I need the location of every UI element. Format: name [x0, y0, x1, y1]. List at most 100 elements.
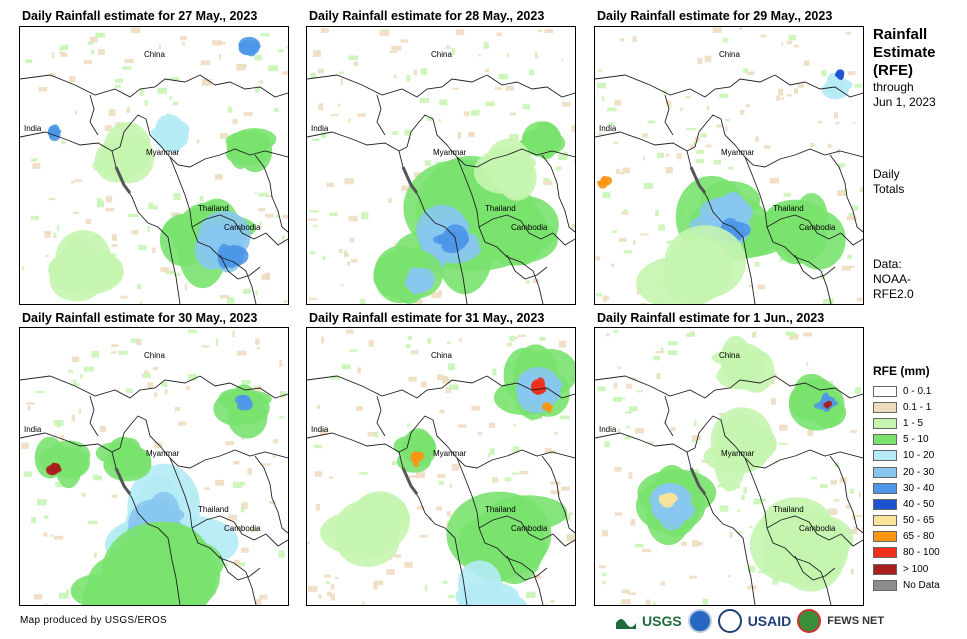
rainfall-speckle: [391, 45, 402, 51]
rainfall-speckle: [282, 71, 288, 75]
rainfall-speckle: [411, 350, 419, 355]
rainfall-speckle: [240, 507, 245, 513]
rainfall-speckle: [719, 412, 726, 416]
rainfall-speckle: [716, 484, 725, 488]
rainfall-speckle: [628, 406, 638, 412]
rainfall-speckle: [741, 494, 745, 500]
legend-swatch: [873, 482, 897, 494]
rainfall-speckle: [613, 330, 619, 333]
rainfall-speckle: [471, 405, 480, 411]
country-border: [541, 455, 575, 534]
title-line-2: Estimate: [873, 44, 936, 61]
rainfall-speckle: [73, 211, 79, 215]
rainfall-speckle: [611, 263, 615, 267]
country-border: [119, 114, 288, 168]
rainfall-speckle: [406, 344, 411, 348]
rainfall-speckle: [165, 270, 175, 275]
legend-label: 80 - 100: [903, 547, 940, 559]
rainfall-area: [238, 130, 273, 173]
map-label-india: India: [311, 425, 329, 434]
rainfall-speckle: [514, 336, 518, 339]
rainfall-speckle: [404, 129, 411, 136]
rainfall-speckle: [647, 120, 656, 124]
rainfall-speckle: [359, 472, 368, 475]
rainfall-speckle: [451, 47, 455, 55]
rainfall-speckle: [142, 373, 151, 378]
rainfall-speckle: [255, 191, 258, 195]
rainfall-map-30-may: China India Myanmar Thailand Cambodia: [19, 327, 289, 606]
rainfall-speckle: [219, 562, 229, 567]
rainfall-speckle: [704, 55, 712, 63]
map-label-thailand: Thailand: [773, 505, 804, 514]
rainfall-speckle: [343, 253, 349, 257]
rainfall-speckle: [667, 350, 678, 355]
rainfall-speckle: [181, 41, 185, 46]
rainfall-speckle: [498, 73, 509, 80]
rainfall-speckle: [452, 87, 460, 90]
rainfall-speckle: [93, 552, 97, 558]
rainfall-speckle: [362, 601, 365, 605]
rainfall-speckle: [745, 104, 750, 108]
country-border: [829, 154, 863, 233]
rainfall-speckle: [329, 476, 334, 479]
rainfall-speckle: [850, 568, 854, 575]
rainfall-speckle: [111, 234, 117, 241]
rainfall-speckle: [653, 355, 660, 361]
rainfall-speckle: [685, 96, 691, 98]
rainfall-speckle: [830, 480, 838, 485]
rainfall-speckle: [104, 125, 112, 132]
rainfall-speckle: [30, 215, 39, 220]
rainfall-speckle: [239, 482, 246, 486]
rainfall-speckle: [668, 341, 678, 346]
rainfall-speckle: [442, 580, 448, 584]
rainfall-speckle: [389, 50, 397, 53]
country-border: [595, 432, 696, 453]
rainfall-speckle: [494, 87, 503, 90]
rainfall-speckle: [368, 340, 374, 347]
rainfall-speckle: [72, 383, 80, 386]
data-label: Data:: [873, 257, 902, 271]
map-label-cambodia: Cambodia: [799, 524, 836, 533]
rainfall-speckle: [455, 29, 465, 36]
rainfall-speckle: [617, 428, 620, 434]
rainfall-speckle: [348, 55, 358, 60]
rainfall-speckle: [655, 351, 665, 353]
rainfall-speckle: [255, 599, 262, 605]
rainfall-speckle: [200, 195, 204, 202]
map-graphic: China India Myanmar Thailand Cambodia: [307, 28, 575, 304]
rainfall-speckle: [619, 38, 625, 42]
rainfall-speckle: [157, 87, 167, 94]
rainfall-speckle: [98, 476, 103, 479]
rainfall-speckle: [250, 527, 259, 532]
rainfall-speckle: [496, 32, 503, 37]
rainfall-speckle: [848, 212, 855, 216]
map-label-myanmar: Myanmar: [721, 148, 755, 157]
rainfall-speckle: [543, 180, 553, 186]
rainfall-speckle: [544, 447, 552, 454]
rainfall-speckle: [839, 167, 842, 170]
rainfall-speckle: [781, 97, 784, 100]
legend-label: 0.1 - 1: [903, 401, 932, 413]
rainfall-speckle: [282, 214, 288, 219]
legend-title: RFE (mm): [873, 364, 930, 378]
rainfall-speckle: [763, 145, 771, 149]
rainfall-speckle: [255, 86, 260, 93]
rainfall-speckle: [691, 435, 701, 441]
legend-label: 50 - 65: [903, 515, 935, 527]
rainfall-speckle: [310, 72, 317, 79]
rainfall-speckle: [321, 336, 325, 344]
country-border: [254, 154, 288, 233]
country-border: [20, 74, 201, 98]
map-label-india: India: [599, 425, 617, 434]
rainfall-speckle: [483, 42, 489, 49]
rainfall-speckle: [554, 431, 558, 435]
rainfall-speckle: [439, 409, 445, 414]
rainfall-speckle: [606, 296, 610, 300]
rainfall-speckle: [413, 172, 421, 178]
rainfall-speckle: [108, 109, 116, 117]
rainfall-area: [95, 442, 138, 465]
rainfall-speckle: [312, 138, 320, 141]
country-border: [219, 254, 261, 280]
rainfall-speckle: [278, 550, 285, 558]
country-border: [744, 156, 832, 304]
